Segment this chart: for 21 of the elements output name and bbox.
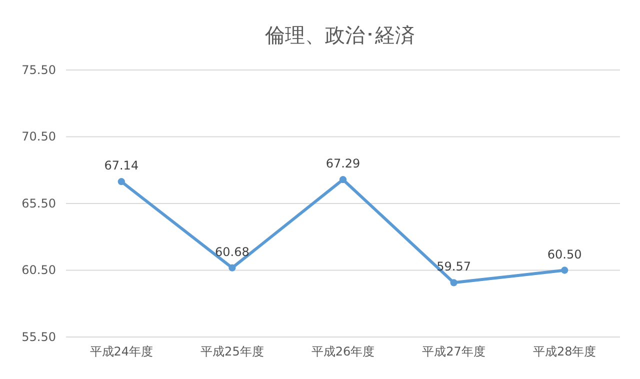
point xyxy=(228,264,236,272)
data-label: 67.29 xyxy=(326,156,360,171)
x-tick-label: 平成24年度 xyxy=(90,344,154,359)
data-label: 60.68 xyxy=(215,244,250,259)
x-tick-label: 平成26年度 xyxy=(311,344,375,359)
y-tick-label: 65.50 xyxy=(22,196,56,210)
point xyxy=(561,266,568,274)
y-tick-label: 70.50 xyxy=(22,130,56,144)
y-tick-label: 75.50 xyxy=(22,62,56,77)
point xyxy=(118,178,125,186)
chart-title: 倫理、政治･経済 xyxy=(264,23,415,47)
x-tick-label: 平成25年度 xyxy=(200,344,264,359)
data-label: 59.57 xyxy=(436,260,471,274)
data-label: 60.50 xyxy=(547,247,582,262)
point xyxy=(450,279,458,286)
x-tick-label: 平成28年度 xyxy=(532,344,596,359)
data-label: 67.14 xyxy=(104,158,139,173)
point xyxy=(339,176,347,184)
x-tick-label: 平成27年度 xyxy=(422,344,486,359)
y-tick-label: 60.50 xyxy=(22,263,56,278)
y-tick-label: 55.50 xyxy=(22,330,56,344)
